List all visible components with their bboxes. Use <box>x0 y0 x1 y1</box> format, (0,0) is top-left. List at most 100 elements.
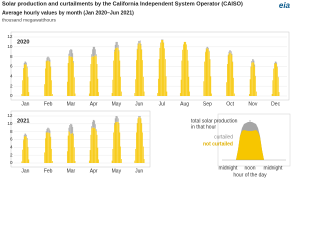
panel-label: 2020 <box>17 39 29 45</box>
bar-segment <box>114 125 115 163</box>
bar-segment <box>230 53 232 96</box>
bar-segment <box>94 55 96 96</box>
bar-segment <box>88 93 90 96</box>
bar-segment <box>46 57 48 61</box>
bar-segment <box>71 56 73 96</box>
x-tick-label: Mar <box>67 101 76 107</box>
bar-segment <box>23 67 24 69</box>
bar-segment <box>47 60 49 96</box>
bar-segment <box>158 59 160 96</box>
bar-segment <box>118 50 120 52</box>
bar-segment <box>183 41 185 96</box>
bar-segment <box>21 161 23 163</box>
chart-title: Solar production and curtailments by the… <box>2 1 243 7</box>
bar-segment <box>208 47 209 50</box>
panel-frame <box>10 31 290 101</box>
bar-segment <box>25 64 27 96</box>
bar-segment <box>73 135 74 163</box>
bar-segment <box>46 132 48 163</box>
bar-segment <box>69 125 70 133</box>
bar-segment <box>274 64 275 96</box>
y-tick-label: 10 <box>7 121 13 126</box>
bar-segment <box>207 46 209 49</box>
bar-segment <box>26 65 27 96</box>
bar-segment <box>277 67 278 96</box>
bar-segment <box>24 61 26 65</box>
x-tick-label: May <box>112 168 122 174</box>
bar-segment <box>138 117 140 163</box>
bar-segment <box>253 63 255 96</box>
bar-segment <box>116 121 118 163</box>
bar-segment <box>139 117 140 163</box>
bar-segment <box>73 61 74 63</box>
bar-segment <box>117 118 119 122</box>
bar-segment <box>114 118 116 123</box>
bar-segment <box>142 60 143 96</box>
bar-segment <box>68 53 70 57</box>
bar-segment <box>189 91 190 96</box>
bar-segment <box>255 91 257 96</box>
bar-segment <box>143 159 145 163</box>
bar-segment <box>251 61 252 64</box>
bar-segment <box>163 42 165 96</box>
bar-segment <box>185 41 187 96</box>
bar-segment <box>92 56 94 96</box>
bar-segment <box>70 49 72 57</box>
bar-segment <box>94 120 96 128</box>
bar-segment <box>28 159 30 163</box>
bar-segment <box>70 123 71 134</box>
bar-segment <box>48 57 50 62</box>
bar-segment <box>227 54 229 56</box>
bar-segment <box>96 134 98 163</box>
x-tick-label: Apr <box>90 168 98 174</box>
y-tick-label: 4 <box>10 74 13 79</box>
y-tick-label: 4 <box>10 145 13 150</box>
bar-segment <box>157 78 159 96</box>
bar-segment <box>70 49 71 57</box>
bar-segment <box>136 60 137 96</box>
bar-segment <box>112 148 114 163</box>
bar-segment <box>115 121 117 163</box>
bar-segment <box>49 133 51 163</box>
bar-segment <box>205 52 206 96</box>
bar-segment <box>114 51 115 96</box>
bar-segment <box>72 126 74 133</box>
x-tick-label: Jun <box>135 101 143 107</box>
bar-segment <box>161 39 163 96</box>
bar-segment <box>134 93 136 96</box>
bar-segment <box>205 48 207 50</box>
y-tick-label: 2 <box>10 152 13 157</box>
bar-segment <box>139 40 141 43</box>
bar-segment <box>234 93 235 96</box>
bar-segment <box>120 76 121 96</box>
bar-segment <box>180 79 182 96</box>
bar-segment <box>187 60 189 96</box>
bar-segment <box>232 62 234 96</box>
bar-segment <box>25 133 27 136</box>
bar-segment <box>95 55 96 96</box>
bar-segment <box>230 52 231 96</box>
bar-segment <box>116 116 118 122</box>
bar-segment <box>248 94 250 96</box>
bar-segment <box>203 81 205 96</box>
bar-segment <box>209 59 211 96</box>
bar-segment <box>250 66 252 68</box>
bar-segment <box>67 135 69 163</box>
bar-segment <box>186 44 187 96</box>
bar-segment <box>275 61 277 64</box>
bar-segment <box>23 136 25 163</box>
bar-segment <box>48 132 50 163</box>
key-total-line2: in that hour <box>191 124 216 130</box>
bar-segment <box>231 55 233 96</box>
bar-segment <box>69 132 70 163</box>
bar-segment <box>186 49 188 96</box>
bar-segment <box>95 129 97 131</box>
bar-segment <box>117 121 118 163</box>
bar-segment <box>111 160 113 163</box>
bar-segment <box>254 66 256 96</box>
bar-segment <box>233 77 234 96</box>
bar-segment <box>206 46 208 49</box>
bar-segment <box>92 46 94 57</box>
x-tick-label: Dec <box>271 101 280 107</box>
bar-segment <box>116 41 118 48</box>
